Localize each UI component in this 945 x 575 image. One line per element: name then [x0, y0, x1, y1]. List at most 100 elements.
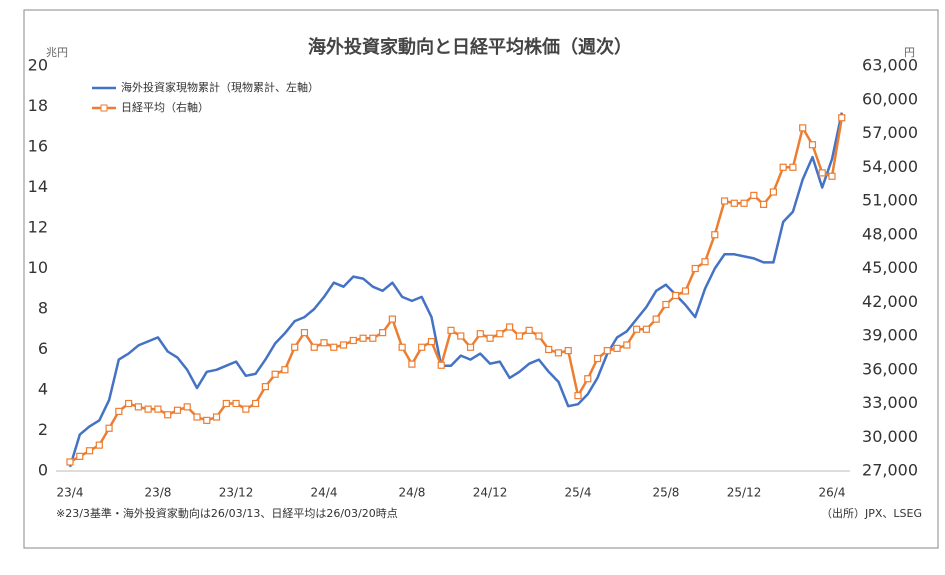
- chart-title: 海外投資家動向と日経平均株価（週次）: [308, 36, 632, 58]
- marker: [760, 200, 768, 208]
- x-tick-label: 23/12: [219, 486, 254, 500]
- marker: [623, 341, 631, 349]
- marker: [85, 447, 94, 455]
- y-tick-label: 14: [28, 177, 48, 196]
- y2-tick-label: 57,000: [862, 123, 918, 142]
- marker: [506, 323, 514, 331]
- y-tick-label: 2: [38, 420, 48, 439]
- marker: [369, 334, 377, 342]
- marker: [320, 339, 328, 347]
- y-tick-label: 18: [28, 96, 48, 115]
- y-tick-label: 4: [38, 380, 48, 399]
- marker: [730, 199, 738, 207]
- marker: [252, 399, 260, 408]
- marker: [584, 375, 592, 383]
- marker: [359, 334, 367, 342]
- marker: [349, 336, 357, 345]
- y2-tick-label: 60,000: [862, 89, 918, 108]
- marker: [799, 124, 807, 132]
- marker: [300, 329, 309, 337]
- x-tick-label: 25/4: [565, 486, 592, 500]
- y-tick-label: 0: [38, 461, 48, 480]
- marker: [486, 334, 494, 342]
- y-tick-label: 12: [28, 218, 48, 237]
- marker: [222, 399, 230, 408]
- marker: [242, 405, 250, 413]
- y2-tick-label: 42,000: [862, 292, 918, 311]
- y2-tick-label: 36,000: [862, 359, 918, 378]
- y2-tick-label: 48,000: [862, 224, 918, 243]
- marker: [203, 416, 211, 424]
- marker: [769, 188, 777, 196]
- marker: [545, 345, 553, 354]
- y2-tick-label: 33,000: [862, 393, 918, 412]
- marker: [379, 329, 387, 337]
- x-tick-label: 24/4: [311, 486, 338, 500]
- marker: [633, 325, 641, 333]
- marker: [388, 315, 396, 323]
- marker: [720, 197, 729, 205]
- marker: [310, 343, 318, 351]
- marker: [418, 343, 426, 351]
- legend-label: 日経平均（右軸）: [121, 100, 209, 114]
- marker: [672, 291, 680, 300]
- marker: [711, 231, 719, 239]
- marker: [466, 343, 475, 351]
- marker: [212, 413, 221, 421]
- marker: [808, 141, 817, 149]
- chart-frame: [23, 9, 939, 549]
- x-tick-label: 26/4: [819, 486, 846, 500]
- marker: [173, 406, 182, 414]
- marker: [164, 411, 172, 419]
- marker: [271, 370, 279, 378]
- x-tick-label: 23/4: [57, 486, 84, 500]
- marker: [691, 264, 699, 273]
- marker: [574, 392, 582, 400]
- marker: [740, 199, 748, 207]
- source: （出所）JPX、LSEG: [821, 506, 922, 520]
- legend-label: 海外投資家現物累計（現物累計、左軸）: [121, 80, 319, 94]
- y2-tick-label: 39,000: [862, 326, 918, 345]
- marker: [789, 163, 797, 171]
- y-tick-label: 10: [28, 258, 48, 277]
- marker: [779, 163, 787, 171]
- marker: [593, 354, 602, 363]
- marker: [261, 383, 269, 391]
- marker: [525, 326, 533, 334]
- marker: [496, 330, 504, 338]
- y-tick-label: 16: [28, 137, 48, 156]
- marker: [838, 114, 846, 122]
- y-tick-label: 20: [28, 56, 48, 75]
- marker: [564, 347, 572, 355]
- marker: [339, 341, 348, 349]
- y-unit: 兆円: [46, 46, 68, 59]
- marker: [750, 191, 758, 199]
- marker: [554, 349, 563, 357]
- marker: [828, 172, 836, 180]
- marker: [447, 326, 455, 334]
- y2-tick-label: 54,000: [862, 157, 918, 176]
- marker: [457, 332, 465, 340]
- series-line: [68, 112, 844, 468]
- y2-tick-label: 27,000: [862, 461, 918, 480]
- marker: [281, 366, 289, 374]
- marker: [95, 441, 103, 449]
- y2-tick-label: 30,000: [862, 427, 918, 446]
- marker: [115, 407, 123, 415]
- marker: [476, 330, 484, 338]
- marker: [125, 399, 133, 408]
- marker: [76, 452, 84, 460]
- y2-tick-label: 51,000: [862, 191, 918, 210]
- x-tick-label: 25/12: [727, 486, 762, 500]
- x-tick-label: 25/8: [652, 486, 679, 500]
- x-tick-label: 24/8: [398, 486, 425, 500]
- marker: [183, 403, 191, 411]
- note: ※23/3基準・海外投資家動向は26/03/13、日経平均は26/03/20時点: [56, 506, 398, 520]
- marker: [193, 413, 201, 421]
- marker: [681, 287, 690, 295]
- marker: [603, 347, 611, 355]
- marker: [652, 315, 660, 323]
- marker: [66, 458, 74, 466]
- marker: [701, 258, 709, 266]
